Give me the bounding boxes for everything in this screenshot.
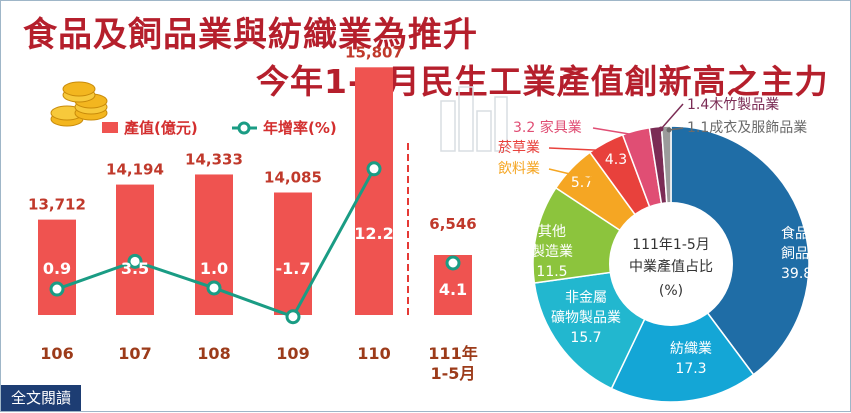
value-label-1: 14,194 <box>106 161 164 179</box>
bar-1 <box>116 184 154 315</box>
rate-label-4: 12.2 <box>354 224 393 243</box>
bar-3 <box>274 192 312 315</box>
pie-leader-dot-1 <box>613 148 619 154</box>
category-label-1-0: 107 <box>118 344 151 363</box>
rate-label-5: 4.1 <box>439 280 467 299</box>
bar-chart: 13,712 106 14,194 107 14,333 108 14,085 109 15,8… <box>28 43 478 383</box>
pie-inner-label-2-0: 非金屬 <box>565 290 607 306</box>
value-label-3: 14,085 <box>264 169 322 187</box>
pie-inner-label-3-2: 11.5 <box>536 264 567 280</box>
value-label-5: 6,546 <box>429 215 476 233</box>
pie-inner-label-3-1: 製造業 <box>531 244 573 260</box>
pie-inner-label-4-0: 5.7 <box>571 175 593 191</box>
category-label-3-0: 109 <box>276 344 309 363</box>
pie-subtitle: 中業產值占比 <box>629 258 713 275</box>
value-label-0: 13,712 <box>28 196 86 214</box>
rate-point-5 <box>445 255 461 271</box>
pie-outer-label-2: 3.2 家具業 <box>513 119 582 136</box>
legend-line-label: 年增率(%) <box>263 119 337 137</box>
pie-leader-dot-0 <box>588 176 594 182</box>
category-label-2-0: 108 <box>197 344 230 363</box>
pie-outer-label-4: 1.1成衣及服飾品業 <box>687 120 807 136</box>
legend-bar-label: 產值(億元) <box>123 119 198 137</box>
pie-unit: (%) <box>659 283 683 299</box>
pie-inner-label-0-0: 食品及 <box>781 225 823 242</box>
pie-outer-label-0: 飲料業 <box>498 161 540 177</box>
rate-label-2: 1.0 <box>200 259 228 278</box>
pie-outer-label-1: 菸草業 <box>498 140 540 156</box>
legend: 產值(億元) 年增率(%) <box>102 119 337 137</box>
pie-inner-label-5-0: 4.3 <box>605 152 627 168</box>
category-label-4-0: 110 <box>357 344 390 363</box>
pie-leader-0 <box>548 168 592 180</box>
pie-leader-dot-4 <box>666 127 672 133</box>
rate-point-2 <box>206 280 222 296</box>
pie-inner-label-3-0: 其他 <box>538 224 566 240</box>
pie-inner-label-2-1: 礦物製品業 <box>551 309 621 326</box>
category-label-5-0: 111年 <box>428 344 477 363</box>
rate-label-1: 3.5 <box>121 259 149 278</box>
pie-leader-dot-2 <box>638 133 644 139</box>
pie-center <box>609 202 733 326</box>
rate-point-4 <box>366 161 382 177</box>
pie-inner-label-0-2: 39.8 <box>781 266 812 282</box>
title-line2: 今年1-5月民生工業產值創新高之主力 <box>256 62 829 101</box>
pie-inner-label-0-1: 飼品業 <box>781 246 823 262</box>
rate-label-0: 0.9 <box>43 259 71 278</box>
value-label-2: 14,333 <box>185 150 243 168</box>
pie-title: 111年1-5月 <box>632 237 710 253</box>
pie-inner-label-1-1: 17.3 <box>675 361 706 377</box>
coins-icon <box>50 81 108 127</box>
pie-leader-2 <box>592 127 642 137</box>
rate-label-3: -1.7 <box>276 259 311 278</box>
city-decoration <box>440 86 508 152</box>
pie-leader-3 <box>660 103 684 130</box>
bar-0 <box>38 219 76 315</box>
read-all-button[interactable]: 全文閱讀 <box>1 385 82 411</box>
pie-leader-dot-3 <box>658 126 664 132</box>
rate-point-1 <box>127 253 143 269</box>
category-label-0-0: 106 <box>40 344 73 363</box>
value-label-4: 15,807 <box>345 43 403 61</box>
rate-point-0 <box>49 281 65 297</box>
pie-outer-label-3: 1.4木竹製品業 <box>687 97 779 113</box>
pie-leader-1 <box>548 147 617 152</box>
pie-inner-label-2-2: 15.7 <box>570 330 601 346</box>
pie-slice-1 <box>610 262 755 403</box>
title-line1: 食品及飼品業與紡織業為推升 <box>23 15 478 55</box>
pie-inner-label-1-0: 紡織業 <box>670 341 712 357</box>
category-label-5-1: 1-5月 <box>431 364 476 383</box>
pie-slice-0 <box>670 125 810 376</box>
rate-point-3 <box>285 309 301 325</box>
legend-line-marker <box>237 121 251 135</box>
legend-bar-swatch <box>102 122 118 133</box>
